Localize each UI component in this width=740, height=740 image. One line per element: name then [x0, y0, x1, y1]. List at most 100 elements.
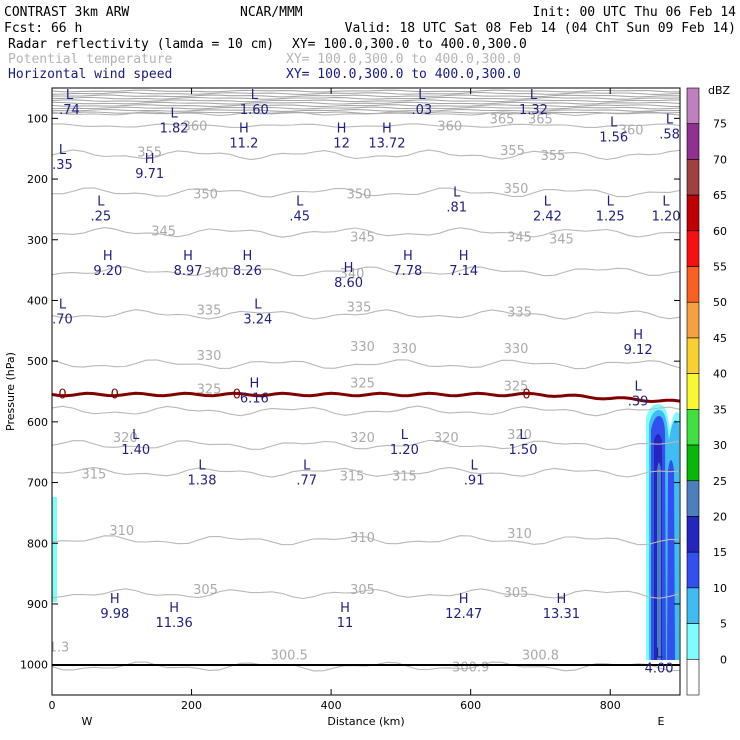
theta-label: 345 — [151, 225, 176, 240]
wind-extremum-value: .74 — [59, 103, 80, 118]
theta-label: 330 — [392, 342, 417, 357]
theta-contour-upper — [52, 106, 680, 110]
colorbar-level: 5 — [720, 618, 727, 631]
theta-contour-upper — [52, 91, 680, 95]
wind-extremum-marker: L — [662, 194, 670, 209]
y-tick-label: 600 — [27, 416, 48, 429]
colorbar-swatch — [686, 337, 700, 374]
wind-extremum-value: 13.72 — [368, 137, 405, 152]
wind-extremum-value: 1.56 — [599, 131, 628, 146]
colorbar-swatch — [686, 551, 700, 589]
theta-label: 345 — [350, 231, 375, 246]
wind-extremum-marker: L — [544, 194, 552, 209]
wind-extremum-value: 7.78 — [393, 264, 422, 279]
wind-extremum-value: 1.40 — [121, 443, 150, 458]
theta-contour-310 — [52, 535, 680, 546]
wind-extremum-value: 9.12 — [624, 343, 653, 358]
theta-contour-upper — [52, 94, 680, 98]
echo-left-edge — [52, 497, 57, 602]
freezing-level-label: 0 — [522, 388, 530, 403]
header-title: CONTRAST 3km ARW — [4, 5, 129, 20]
colorbar-swatch — [686, 123, 700, 160]
header-fcst: Fcst: 66 h — [4, 21, 82, 36]
freezing-level-label: 0 — [111, 388, 119, 403]
wind-extremum-marker: L — [132, 428, 140, 443]
wind-extremum-value: .45 — [289, 209, 310, 224]
echo-east-core2 — [667, 460, 675, 660]
colorbar-level: 50 — [713, 296, 727, 309]
wind-extremum-marker: H — [239, 122, 249, 137]
theta-label: 355 — [137, 146, 162, 161]
y-tick-label: 500 — [27, 355, 48, 368]
wind-extremum-value: 1.32 — [519, 103, 548, 118]
theta-label: 350 — [347, 188, 372, 203]
theta-label: 335 — [507, 305, 532, 320]
theta-contour-300 — [52, 661, 680, 672]
wind-extremum-value: 4.00 — [645, 662, 674, 677]
wind-extremum-marker: L — [254, 298, 262, 313]
colorbar-swatch — [686, 480, 700, 517]
y-tick-label: 700 — [27, 477, 48, 490]
wind-extremum-value: .77 — [296, 473, 317, 488]
theta-contour-upper — [52, 101, 680, 105]
wind-extremum-value: .70 — [52, 313, 73, 328]
colorbar-swatch — [686, 230, 700, 267]
theta-contour-355 — [52, 149, 680, 161]
theta-label: 310 — [350, 531, 375, 546]
x-tick-label: 200 — [181, 699, 202, 712]
colorbar-swatch — [686, 516, 700, 553]
wind-extremum-marker: L — [303, 458, 311, 473]
header-org: NCAR/MMM — [240, 5, 303, 20]
theta-contour-315 — [52, 466, 680, 478]
x-tick-label: 400 — [321, 699, 342, 712]
wind-extremum-value: 3.24 — [243, 313, 272, 328]
wind-extremum-marker: L — [519, 428, 527, 443]
wind-extremum-marker: L — [655, 647, 663, 662]
colorbar-level: 65 — [713, 189, 727, 202]
y-tick-label: 200 — [27, 173, 48, 186]
wind-extremum-value: .25 — [91, 209, 112, 224]
field-xy-reflectivity: XY= 100.0,300.0 to 400.0,300.0 — [292, 37, 527, 52]
theta-contour-350 — [52, 187, 680, 198]
colorbar-level: 40 — [713, 368, 727, 381]
wind-extremum-value: 8.26 — [233, 264, 262, 279]
wind-extremum-marker: L — [59, 298, 67, 313]
wind-extremum-value: 8.60 — [334, 276, 363, 291]
wind-extremum-marker: H — [110, 592, 120, 607]
theta-contour-345 — [52, 227, 680, 238]
wind-extremum-marker: L — [607, 194, 615, 209]
colorbar-level: 20 — [713, 510, 727, 523]
wind-extremum-value: .03 — [411, 103, 432, 118]
wind-extremum-value: .81 — [446, 200, 467, 215]
theta-contour-upper — [52, 96, 680, 100]
theta-label: 360 — [619, 123, 644, 138]
field-name-wind: Horizontal wind speed — [8, 67, 172, 82]
wind-extremum-marker: L — [530, 88, 538, 103]
theta-label: 320 — [507, 428, 532, 443]
wind-extremum-value: .91 — [464, 473, 485, 488]
wind-extremum-value: .35 — [52, 158, 73, 173]
y-tick-label: 1000 — [20, 659, 48, 672]
wind-extremum-marker: L — [59, 143, 67, 158]
theta-label: 330 — [350, 340, 375, 355]
theta-label: 355 — [500, 144, 525, 159]
wind-extremum-value: 1.38 — [188, 473, 217, 488]
colorbar-level: 45 — [713, 332, 727, 345]
theta-label: 335 — [197, 304, 222, 319]
wind-extremum-marker: H — [382, 122, 392, 137]
wind-extremum-value: 13.31 — [543, 607, 580, 622]
colorbar-swatch — [686, 623, 700, 660]
wind-extremum-marker: H — [145, 152, 155, 167]
theta-label: 345 — [549, 233, 574, 248]
wind-extremum-marker: L — [170, 106, 178, 121]
field-name-theta: Potential temperature — [8, 52, 173, 67]
wind-extremum-marker: L — [610, 116, 618, 131]
theta-label: 310 — [109, 524, 134, 539]
x-tick-label: 600 — [460, 699, 481, 712]
wind-extremum-value: 11.36 — [156, 616, 193, 631]
theta-contour-340 — [52, 266, 680, 277]
y-axis-label: Pressure (hPa) — [4, 352, 17, 431]
wind-extremum-value: 12.47 — [445, 607, 482, 622]
theta-label: 310 — [507, 527, 532, 542]
east-label: E — [658, 715, 665, 728]
